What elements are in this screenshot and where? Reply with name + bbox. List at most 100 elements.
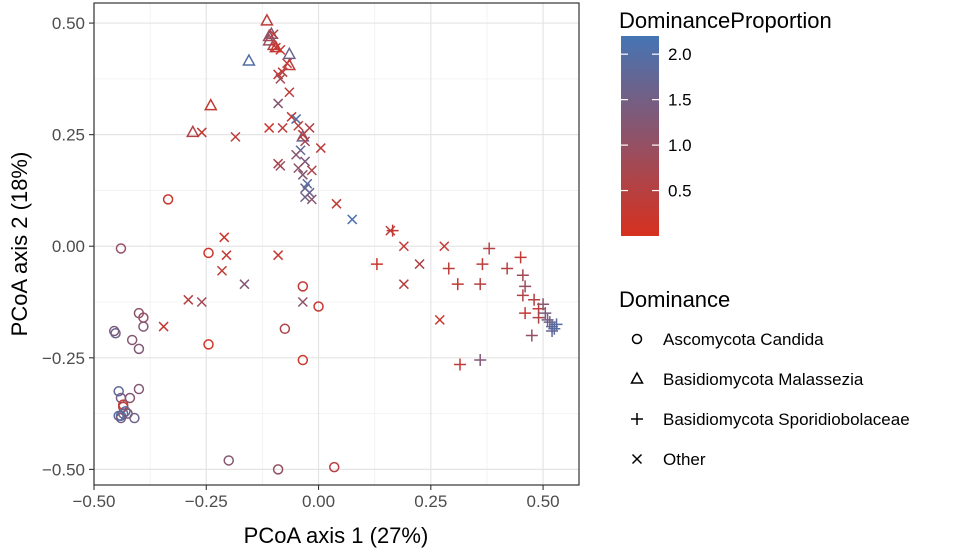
scatter-points xyxy=(108,13,563,475)
data-point-plus xyxy=(519,280,532,293)
data-point-plus xyxy=(370,258,383,271)
data-point-triangle xyxy=(242,53,256,66)
data-point-cross xyxy=(434,314,445,325)
data-point-cross xyxy=(300,192,311,203)
data-point-circle xyxy=(272,464,284,475)
data-point-plus xyxy=(532,311,545,324)
data-point-circle xyxy=(297,281,309,292)
data-point-triangle xyxy=(186,124,200,138)
data-point-circle xyxy=(203,339,214,350)
data-point-circle xyxy=(108,325,120,337)
data-point-plus xyxy=(451,278,464,291)
data-point-cross xyxy=(331,198,342,209)
data-point-plus xyxy=(516,289,529,302)
x-axis-title: PCoA axis 1 (27%) xyxy=(244,523,429,548)
legend-label-cross: Other xyxy=(663,450,706,469)
legend-key-plus xyxy=(631,413,643,425)
color-legend-tick-label: 1.5 xyxy=(668,91,692,110)
data-point-circle xyxy=(297,354,309,366)
y-tick-label: 0.50 xyxy=(52,14,85,33)
data-point-cross xyxy=(273,250,284,261)
data-point-circle xyxy=(329,461,340,473)
y-axis-title: PCoA axis 2 (18%) xyxy=(7,152,32,337)
data-point-cross xyxy=(293,120,304,131)
x-tick-label: −0.50 xyxy=(72,492,115,511)
data-point-cross xyxy=(315,143,326,154)
data-point-triangle xyxy=(260,13,274,26)
grid xyxy=(93,3,579,485)
color-legend-ticks: 0.5 1.0 1.5 2.0 xyxy=(621,45,692,201)
data-point-plus xyxy=(453,358,466,371)
data-point-circle xyxy=(133,383,145,395)
y-tick-label: −0.25 xyxy=(42,349,85,368)
data-point-cross xyxy=(297,169,308,180)
data-point-plus xyxy=(516,269,529,282)
data-point-cross xyxy=(439,241,450,252)
data-point-plus xyxy=(550,318,563,331)
y-tick-label: 0.25 xyxy=(52,126,85,145)
plot-panel-border xyxy=(93,2,580,486)
data-point-plus xyxy=(501,262,514,275)
data-point-cross xyxy=(239,279,250,290)
data-point-cross xyxy=(273,98,284,109)
data-point-cross xyxy=(268,29,279,40)
data-point-circle xyxy=(113,386,124,397)
shape-legend-entries: Ascomycota Candida Basidiomycota Malassez… xyxy=(630,330,910,469)
data-point-cross xyxy=(398,279,409,290)
data-point-circle xyxy=(279,323,291,335)
data-point-cross xyxy=(264,122,275,133)
data-point-plus xyxy=(442,262,455,275)
data-point-cross xyxy=(304,122,315,133)
x-tick-label: 0.25 xyxy=(414,492,447,511)
data-point-cross xyxy=(277,122,288,133)
data-point-cross xyxy=(347,214,358,225)
data-point-plus xyxy=(539,307,552,320)
data-point-circle xyxy=(126,334,138,346)
data-point-circle xyxy=(313,301,324,312)
data-point-cross xyxy=(219,232,230,243)
data-point-cross xyxy=(277,67,288,78)
data-point-circle xyxy=(115,412,127,424)
data-point-plus xyxy=(525,329,538,342)
color-legend-tick-label: 0.5 xyxy=(668,182,692,201)
data-point-circle xyxy=(138,321,149,332)
data-point-cross xyxy=(306,194,317,205)
x-tick-label: 0.00 xyxy=(302,492,335,511)
data-point-cross xyxy=(230,131,241,142)
data-point-triangle xyxy=(296,129,310,142)
color-legend-tick-label: 2.0 xyxy=(668,45,692,64)
data-point-cross xyxy=(302,178,313,189)
data-point-cross xyxy=(414,259,425,270)
legend-key-triangle xyxy=(630,371,644,384)
x-tick-label: −0.25 xyxy=(185,492,228,511)
data-point-circle xyxy=(124,392,136,404)
data-point-cross xyxy=(196,127,207,138)
plot-panel-background xyxy=(94,3,579,485)
legend-label-triangle: Basidiomycota Malassezia xyxy=(663,370,864,389)
color-legend-bar xyxy=(621,36,659,236)
data-point-plus xyxy=(514,251,527,264)
data-point-cross xyxy=(216,265,228,276)
data-point-plus xyxy=(476,258,489,271)
data-point-circle xyxy=(115,243,127,254)
data-point-plus xyxy=(541,313,554,326)
data-point-circle xyxy=(223,455,234,466)
color-legend: DominanceProportion 0.5 1.0 1.5 2.0 xyxy=(619,8,832,236)
data-point-plus xyxy=(519,307,532,320)
data-point-plus xyxy=(474,354,487,367)
data-point-circle xyxy=(162,194,174,205)
data-point-cross xyxy=(291,114,302,125)
data-point-cross xyxy=(275,73,286,84)
data-point-cross xyxy=(306,165,317,176)
legend-label-plus: Basidiomycota Sporidiobolaceae xyxy=(663,410,910,429)
data-point-circle xyxy=(203,247,214,259)
data-point-cross xyxy=(158,321,169,332)
data-point-circle xyxy=(133,343,145,355)
data-point-cross xyxy=(398,241,409,252)
shape-legend-title: Dominance xyxy=(619,287,730,312)
data-point-plus xyxy=(474,278,487,291)
data-point-cross xyxy=(297,296,308,308)
data-point-cross xyxy=(196,296,207,308)
data-point-circle xyxy=(129,412,140,424)
